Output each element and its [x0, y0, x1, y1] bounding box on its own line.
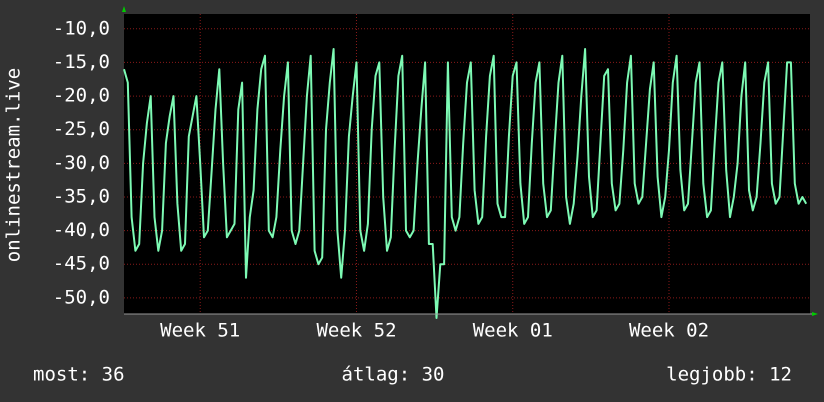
y-tick-label: -30,0 — [53, 152, 110, 174]
x-tick-label: Week 02 — [629, 320, 709, 342]
y-axis-arrow — [122, 6, 126, 12]
y-tick-label: -35,0 — [53, 185, 110, 207]
x-tick-label: Week 01 — [473, 320, 553, 342]
y-tick-label: -15,0 — [53, 51, 110, 73]
y-axis-label: onlinestream.live — [3, 68, 25, 262]
y-tick-label: -45,0 — [53, 253, 110, 275]
stat-label: átlag: 30 — [342, 364, 445, 386]
stat-label: legjobb: 12 — [666, 364, 792, 386]
stat-label: most: 36 — [33, 364, 125, 386]
y-tick-label: -40,0 — [53, 219, 110, 241]
x-axis-arrow — [812, 312, 818, 316]
y-tick-label: -10,0 — [53, 17, 110, 39]
x-tick-label: Week 52 — [316, 320, 396, 342]
y-tick-label: -50,0 — [53, 286, 110, 308]
y-tick-label: -20,0 — [53, 85, 110, 107]
data-line — [123, 48, 808, 319]
plot-area — [124, 14, 810, 314]
x-tick-label: Week 51 — [160, 320, 240, 342]
y-tick-label: -25,0 — [53, 118, 110, 140]
